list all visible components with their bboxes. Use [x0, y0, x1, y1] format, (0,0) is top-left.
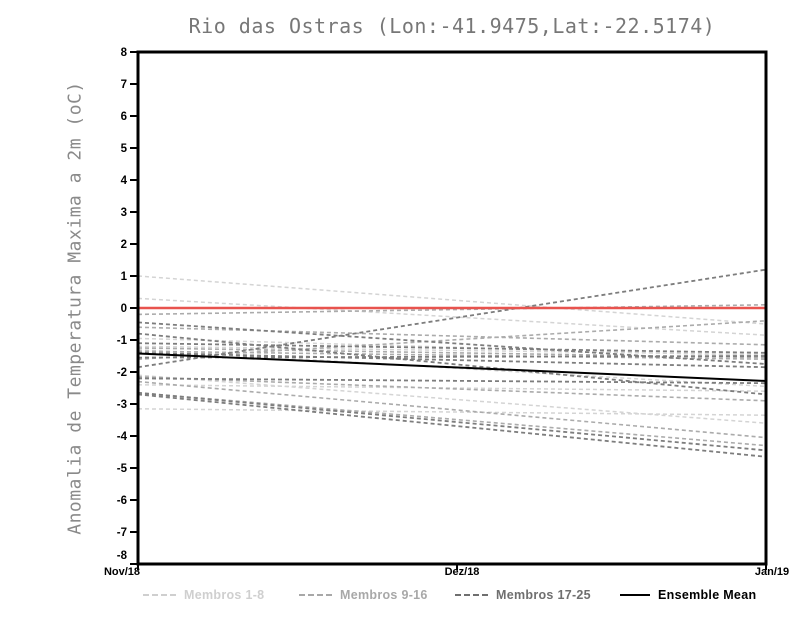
ensemble-mean-line — [137, 352, 767, 382]
y-tick-label: -5 — [117, 463, 128, 475]
member-line-group-2 — [137, 304, 767, 316]
legend-label: Membros 1-8 — [184, 588, 265, 602]
dashed-line-sample — [455, 594, 488, 596]
legend-label: Ensemble Mean — [658, 588, 757, 602]
legend-label: Membros 9-16 — [340, 588, 428, 602]
member-line-group-1 — [137, 275, 767, 325]
y-tick-label: 4 — [121, 175, 128, 187]
y-tick-label: -3 — [117, 399, 127, 411]
y-tick-label: -6 — [117, 495, 127, 507]
legend-entry-ensemble-mean: Ensemble Mean — [620, 588, 756, 602]
dashed-line-sample — [143, 594, 176, 596]
member-line-group-3 — [137, 351, 767, 369]
y-tick-label: 0 — [121, 303, 127, 315]
member-line-group-3 — [137, 332, 767, 396]
y-tick-label: -8 — [117, 550, 128, 562]
y-tick-label: 2 — [121, 239, 127, 251]
y-tick-label: -1 — [117, 335, 128, 347]
y-tick-label: -7 — [117, 527, 127, 539]
legend-entry-members-9-16: Membros 9-16 — [299, 588, 428, 602]
legend-entry-members-17-25: Membros 17-25 — [455, 588, 591, 602]
member-line-group-3 — [137, 268, 767, 369]
y-tick-label: -2 — [117, 367, 127, 379]
legend-label: Membros 17-25 — [496, 588, 591, 602]
legend: Membros 1-8 Membros 9-16 Membros 17-25 E… — [0, 588, 800, 608]
y-tick-label: -4 — [117, 431, 128, 443]
x-tick-label-nov: Nov/18 — [103, 566, 141, 578]
y-tick-label: 5 — [121, 143, 128, 155]
y-tick-label: 3 — [121, 207, 127, 219]
x-tick-label-jan: Jan/19 — [754, 566, 790, 578]
y-tick-label: 8 — [121, 47, 128, 59]
legend-entry-members-1-8: Membros 1-8 — [143, 588, 264, 602]
solid-line-sample — [620, 594, 650, 596]
member-line-group-3 — [137, 393, 767, 458]
chart-title: Rio das Ostras (Lon:-41.9475,Lat:-22.517… — [188, 14, 716, 38]
y-tick-label: 7 — [121, 79, 127, 91]
y-tick-label: 6 — [121, 111, 127, 123]
x-tick-label-dez: Dez/18 — [444, 566, 480, 578]
dashed-line-sample — [299, 594, 332, 596]
member-line-group-3 — [137, 391, 767, 452]
member-line-group-2 — [137, 380, 767, 439]
y-tick-label: 1 — [121, 271, 128, 283]
